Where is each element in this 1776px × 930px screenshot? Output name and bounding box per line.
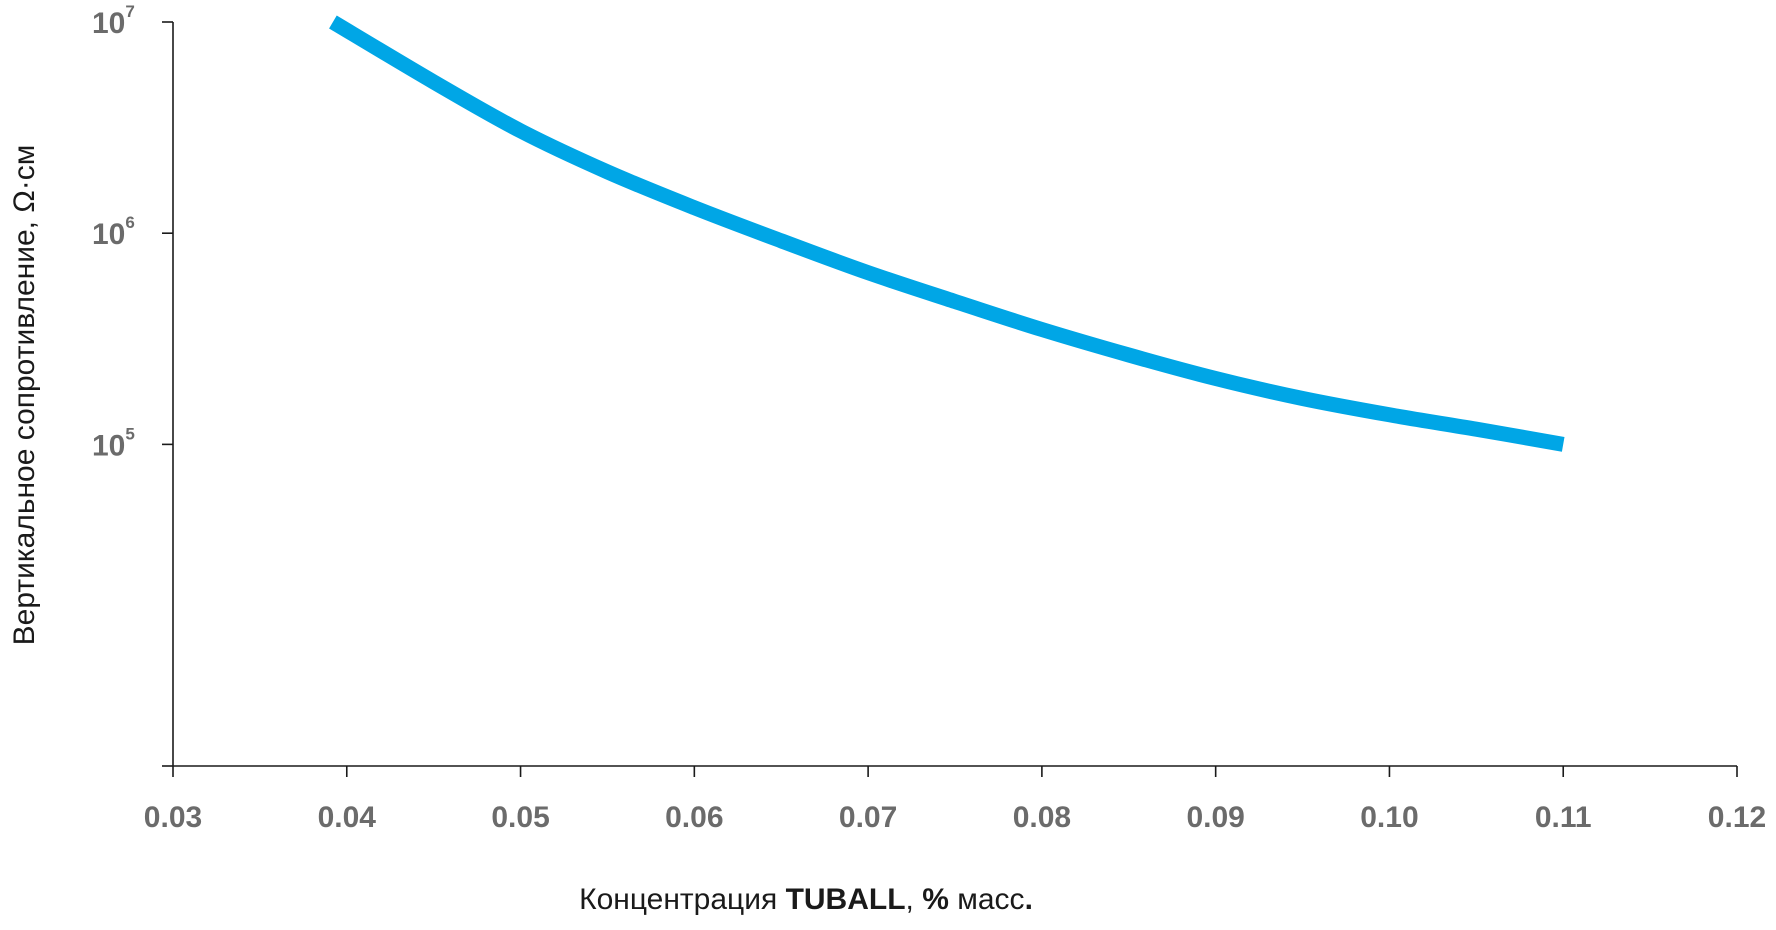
x-tick-label: 0.03 <box>144 801 202 834</box>
y-tick-base: 10 <box>92 429 125 462</box>
y-tick-exponent: 7 <box>125 2 134 21</box>
x-axis-title-bold1: TUBALL <box>786 883 906 916</box>
x-axis-title: Концентрация TUBALL, % масс. <box>579 883 1033 916</box>
x-tick-label: 0.09 <box>1186 801 1244 834</box>
x-tick-label: 0.12 <box>1708 801 1766 834</box>
y-tick-base: 10 <box>92 7 125 40</box>
x-tick-label: 0.08 <box>1013 801 1071 834</box>
series-line <box>329 15 1565 452</box>
x-tick-label: 0.07 <box>839 801 897 834</box>
x-tick-label: 0.04 <box>318 801 377 834</box>
y-tick-base: 10 <box>92 218 125 251</box>
y-tick-label: 105 <box>92 424 135 462</box>
x-axis-title-part2: , <box>906 883 923 916</box>
x-ticks: 0.03 0.04 0.05 0.06 0.07 0.08 0.09 0.10 0.11 0.12 <box>144 766 1766 834</box>
y-tick-exponent: 6 <box>125 213 134 232</box>
series-layer <box>329 15 1565 452</box>
y-tick-exponent: 5 <box>125 424 134 443</box>
x-axis-title-part3: масс <box>949 883 1025 916</box>
x-axis-title-part1: Концентрация <box>579 883 785 916</box>
axes <box>172 22 1737 767</box>
x-tick-label: 0.10 <box>1360 801 1418 834</box>
x-tick-label: 0.11 <box>1535 801 1592 834</box>
x-tick-label: 0.06 <box>665 801 723 834</box>
y-tick-label: 106 <box>92 213 135 251</box>
y-tick-label: 107 <box>92 2 135 40</box>
y-axis-title: Вертикальное сопротивление, Ω·см <box>8 145 41 646</box>
x-tick-label: 0.05 <box>491 801 549 834</box>
x-axis-title-bold3: . <box>1025 883 1033 916</box>
x-axis-title-bold2: % <box>922 883 949 916</box>
